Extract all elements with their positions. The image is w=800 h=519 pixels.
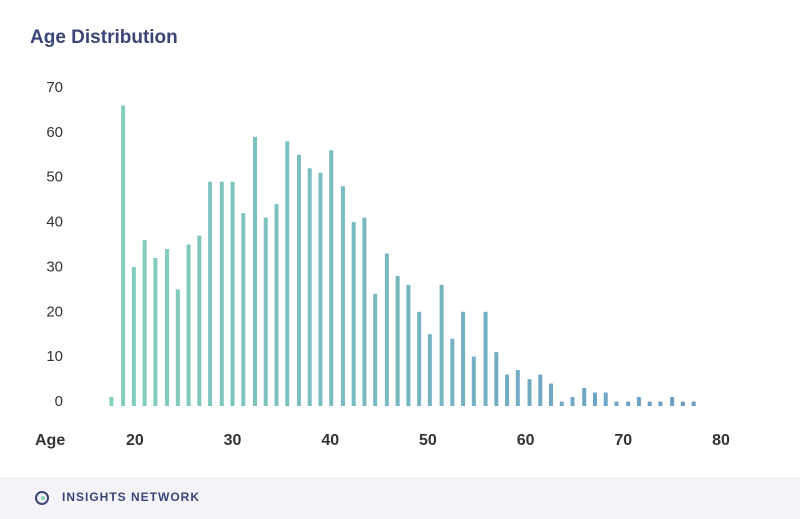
bar [505, 374, 510, 406]
bar [219, 181, 224, 406]
chart-title: Age Distribution [30, 27, 178, 48]
x-tick-label: 50 [419, 432, 437, 449]
x-tick-label: 30 [224, 432, 242, 449]
bar [670, 397, 675, 406]
bar [153, 257, 158, 406]
bar [186, 244, 191, 406]
bar [263, 217, 268, 406]
bar [318, 172, 323, 406]
bar [329, 150, 334, 406]
bar [351, 222, 356, 406]
bar [647, 401, 652, 406]
bar [362, 217, 367, 406]
y-tick-label: 10 [46, 348, 63, 365]
bar [614, 401, 619, 406]
bar [494, 352, 499, 406]
bar [340, 186, 345, 406]
bar [450, 338, 455, 406]
y-tick-label: 70 [46, 79, 63, 96]
bar [603, 392, 608, 406]
bar [439, 284, 444, 406]
bar [395, 275, 400, 406]
x-tick-label: 80 [712, 432, 730, 449]
bar [253, 136, 258, 406]
bar [592, 392, 597, 406]
x-tick-label: 20 [126, 432, 144, 449]
y-tick-label: 20 [46, 303, 63, 320]
bar [373, 293, 378, 406]
bar [274, 204, 279, 406]
bar [427, 334, 432, 406]
bar [384, 253, 389, 406]
bar [680, 401, 685, 406]
bar [471, 356, 476, 406]
bar [658, 401, 663, 406]
logo-dot [41, 496, 45, 500]
bar [559, 401, 564, 406]
logo [35, 491, 49, 505]
bar [208, 181, 213, 406]
y-tick-label: 40 [46, 214, 63, 231]
bar [131, 266, 136, 406]
bar [626, 401, 631, 406]
bar [570, 397, 575, 406]
bar [691, 401, 696, 406]
bar [483, 311, 488, 406]
x-axis-label: Age [35, 432, 65, 449]
bar [175, 289, 180, 406]
bar [307, 168, 312, 406]
bar [417, 311, 422, 406]
bar [515, 370, 520, 406]
bar [636, 397, 641, 406]
x-tick-label: 60 [517, 432, 535, 449]
bar [296, 154, 301, 406]
footer-brand: INSIGHTS NETWORK [62, 490, 200, 504]
bar [197, 235, 202, 406]
bar [121, 105, 126, 406]
bar [109, 397, 114, 406]
x-tick-label: 40 [321, 432, 339, 449]
x-tick-label: 70 [614, 432, 632, 449]
bar [461, 311, 466, 406]
bar [582, 388, 587, 406]
bar [406, 284, 411, 406]
bar [549, 383, 554, 406]
bar [241, 213, 246, 406]
bar [230, 181, 235, 406]
bar [285, 141, 290, 407]
footer [0, 477, 800, 519]
bar [142, 240, 147, 406]
bar [538, 374, 543, 406]
y-tick-label: 30 [46, 258, 63, 275]
y-tick-label: 60 [46, 124, 63, 141]
bar [165, 249, 170, 406]
y-tick-label: 50 [46, 169, 63, 186]
bar [527, 379, 532, 406]
y-tick-label: 0 [55, 393, 63, 410]
